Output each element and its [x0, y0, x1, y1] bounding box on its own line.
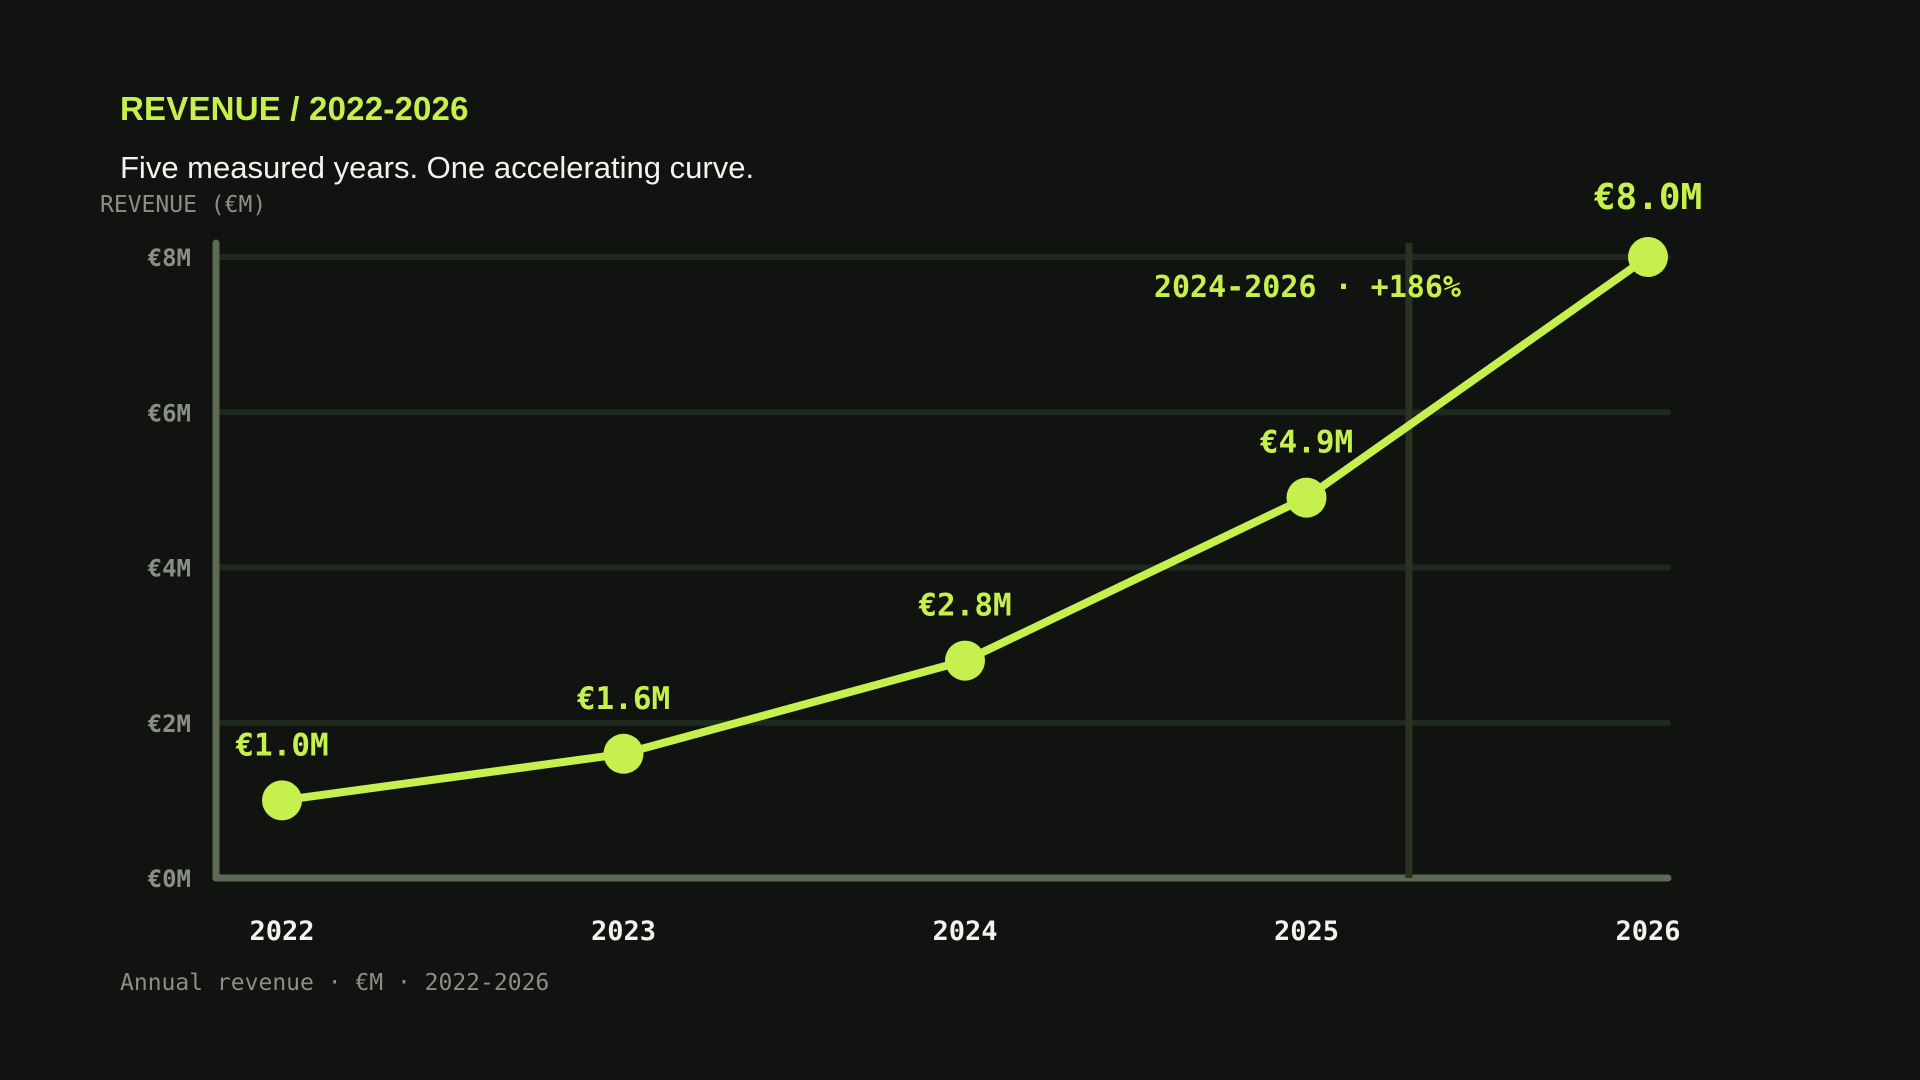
- label-layer: €1.0M €1.6M €2.8M €4.9M €8.0M: [235, 177, 1702, 763]
- data-label: €1.6M: [577, 681, 670, 717]
- chart-kicker: REVENUE / 2022-2026: [120, 90, 469, 127]
- chart-footnote: Annual revenue · €M · 2022-2026: [120, 970, 550, 996]
- data-label: €8.0M: [1594, 177, 1702, 218]
- annotation-layer: 2024-2026 · +186%: [1154, 243, 1461, 878]
- grid-layer: [213, 254, 1671, 726]
- data-label: €1.0M: [235, 727, 328, 763]
- y-tick-label: €0M: [148, 865, 191, 893]
- y-tick-label: €6M: [148, 399, 191, 427]
- x-tick-label: 2024: [932, 916, 997, 947]
- data-label: €2.8M: [918, 588, 1011, 624]
- x-tick-label: 2025: [1274, 916, 1339, 947]
- y-axis-title: REVENUE (€M): [100, 192, 266, 218]
- data-point: [603, 733, 644, 774]
- series-layer: [262, 237, 1668, 821]
- x-tick-label: 2023: [591, 916, 656, 947]
- series-line: [278, 253, 1652, 805]
- data-label: €4.9M: [1260, 425, 1353, 461]
- annotation-label: 2024-2026 · +186%: [1154, 270, 1461, 305]
- x-tick-label: 2022: [249, 916, 314, 947]
- y-tick-label: €4M: [148, 555, 191, 583]
- chart-subtitle: Five measured years. One accelerating cu…: [120, 150, 755, 185]
- x-tick-label: 2026: [1615, 916, 1680, 947]
- y-tick-label: €2M: [148, 710, 191, 738]
- y-tick-label: €8M: [148, 244, 191, 272]
- data-point: [1286, 477, 1327, 518]
- data-point: [1628, 237, 1668, 277]
- axis-layer: €0M €2M €4M €6M €8M REVENUE (€M) 2022 2023 2024 2…: [100, 192, 1681, 947]
- data-point: [945, 640, 985, 681]
- data-point: [262, 780, 302, 821]
